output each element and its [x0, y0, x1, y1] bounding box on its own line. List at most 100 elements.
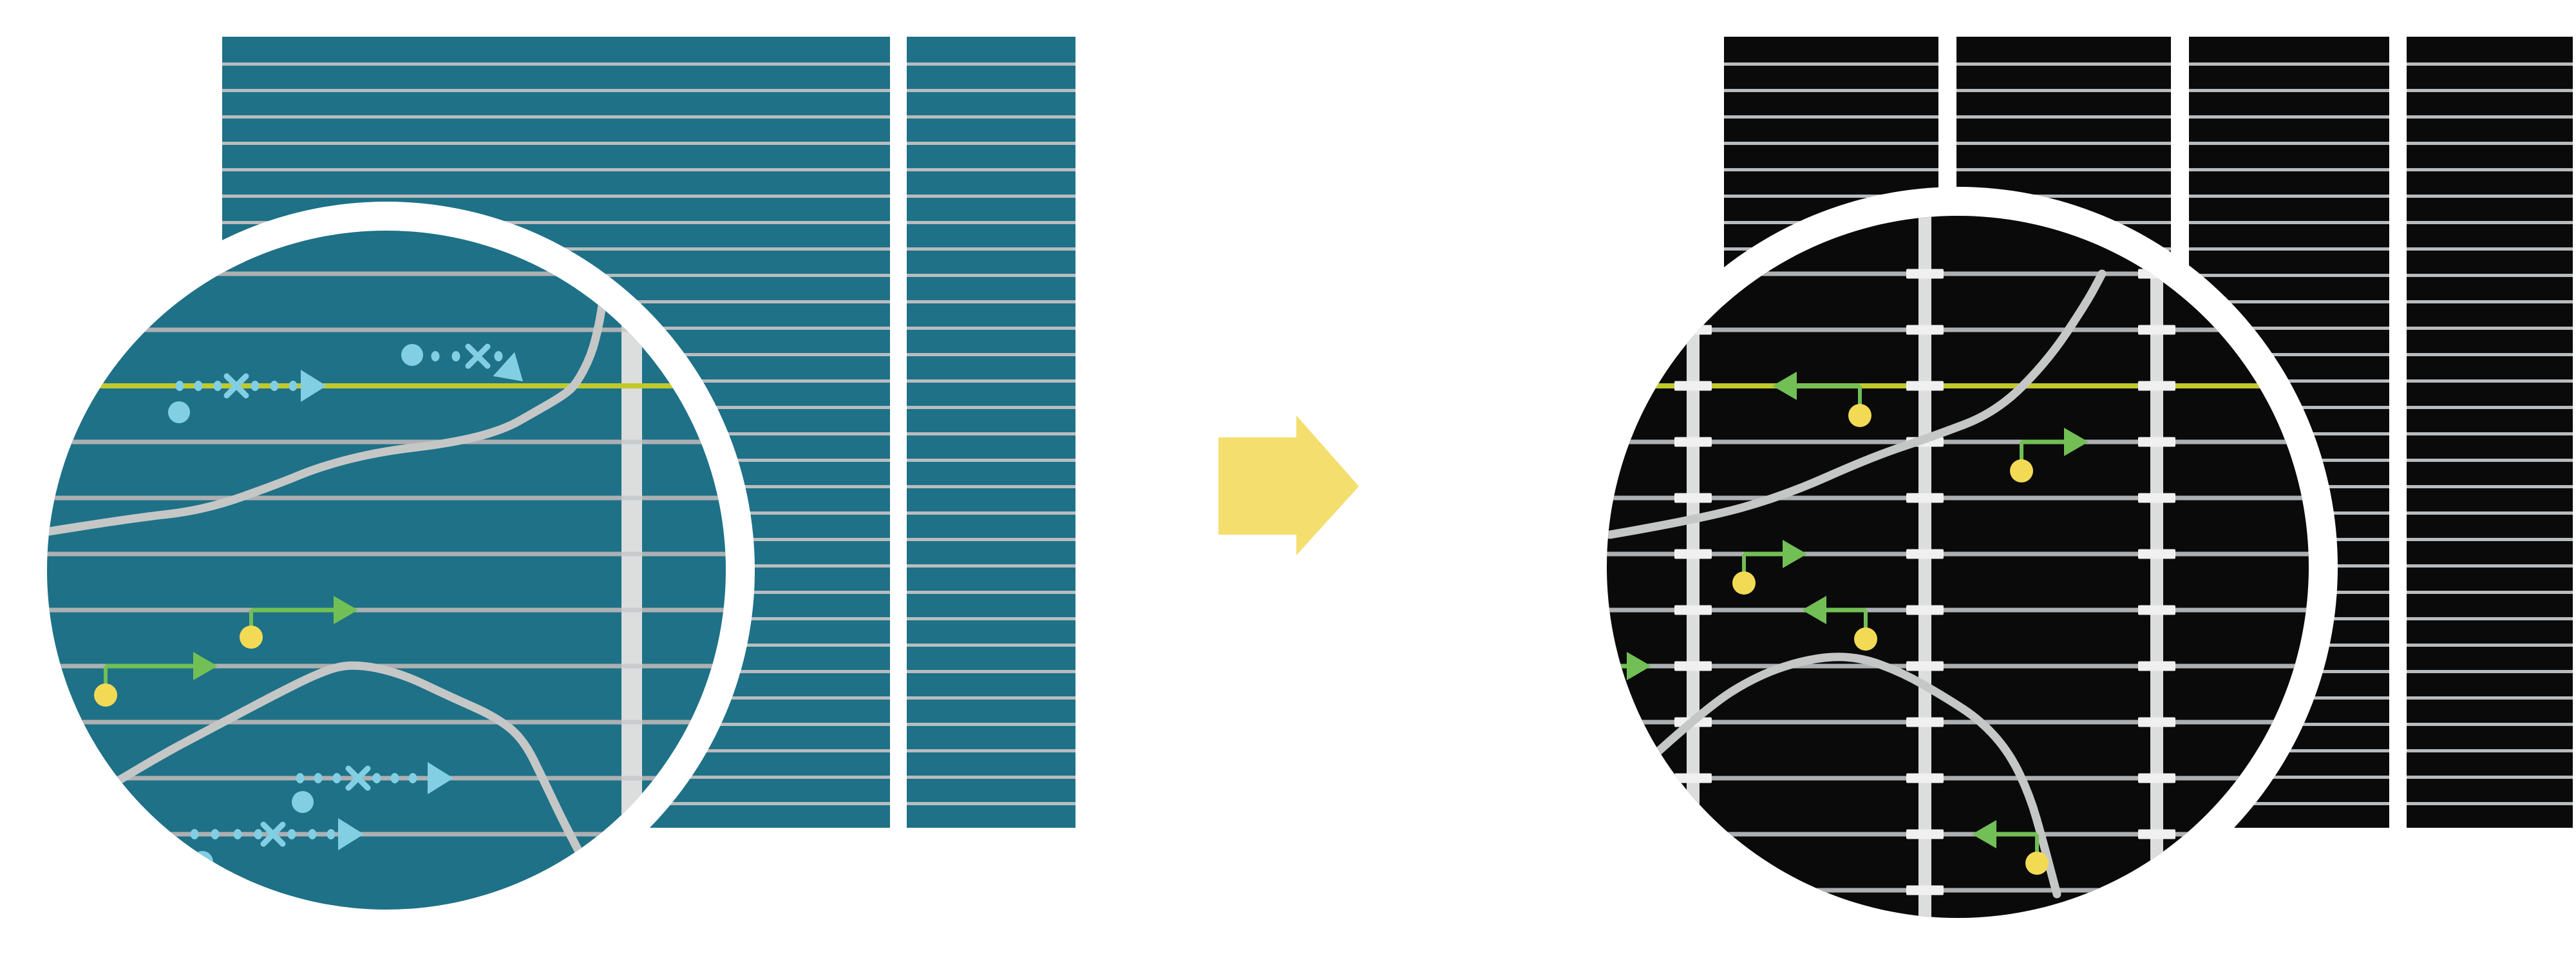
busbar-solder-pad — [2138, 773, 2175, 783]
dotted-path-arrowhead-icon — [493, 352, 523, 381]
finger-line — [1724, 89, 1938, 92]
finger-line — [2189, 62, 2389, 66]
inset-finger-line — [47, 776, 726, 781]
finger-line — [2407, 538, 2573, 541]
finger-line — [907, 221, 1075, 224]
blocked-path-x-mark — [223, 373, 249, 399]
inset-finger-line — [1607, 439, 2309, 444]
transition-arrow — [1218, 415, 1359, 555]
dotted-path-dot — [211, 829, 220, 839]
inset-finger-line — [1607, 720, 2309, 725]
charge-carrier-dot — [292, 791, 314, 813]
dotted-path-dot — [296, 773, 305, 783]
finger-line — [2189, 247, 2389, 251]
inset-finger-line — [47, 327, 726, 332]
finger-line — [1724, 62, 1938, 66]
finger-line — [2407, 300, 2573, 303]
micro-crack — [1644, 653, 2061, 899]
inset-finger-line — [1607, 551, 2309, 557]
finger-line — [907, 247, 1075, 251]
finger-line — [2407, 644, 2573, 647]
dotted-path-dot — [494, 351, 503, 361]
inset-finger-line — [47, 832, 726, 837]
finger-line — [2189, 221, 2389, 224]
busbar-solder-pad — [1906, 549, 1944, 559]
charge-carrier-dot — [168, 401, 190, 423]
finger-line — [907, 591, 1075, 594]
inset-finger-line — [1607, 832, 2309, 837]
finger-line — [907, 195, 1075, 198]
finger-line — [2189, 802, 2389, 805]
finger-line — [2189, 300, 2389, 303]
dotted-path-dot — [175, 381, 184, 391]
finger-line — [2189, 195, 2389, 198]
busbar-solder-pad — [2138, 493, 2175, 503]
finger-line — [2407, 696, 2573, 700]
finger-line — [907, 696, 1075, 700]
finger-line — [222, 195, 890, 198]
dotted-path-dot — [327, 829, 336, 839]
busbar-solder-pad — [1674, 493, 1712, 503]
busbar-finger-crossing — [621, 551, 642, 557]
finger-line — [2407, 485, 2573, 488]
right-inset-background — [1607, 216, 2309, 918]
finger-line — [907, 749, 1075, 752]
micro-crack — [47, 297, 607, 536]
left-magnifier-inset — [18, 202, 755, 939]
dotted-path-dot — [233, 829, 242, 839]
inset-busbar — [621, 231, 642, 910]
finger-line — [2189, 274, 2389, 277]
dotted-path-dot — [213, 381, 222, 391]
dotted-path-dot — [194, 381, 203, 391]
finger-line — [2407, 62, 2573, 66]
finger-line — [907, 617, 1075, 620]
finger-line — [907, 89, 1075, 92]
finger-line — [2407, 591, 2573, 594]
charge-carrier-dot — [94, 683, 117, 707]
finger-line — [907, 459, 1075, 462]
blocked-path-x-mark — [345, 765, 371, 791]
charge-carrier-dot — [2025, 852, 2049, 875]
busbar-solder-pad — [1906, 269, 1944, 279]
finger-line — [2407, 432, 2573, 435]
finger-line — [907, 327, 1075, 330]
finger-line — [1724, 168, 1938, 171]
current-path-arrowhead-icon — [1802, 596, 1826, 624]
finger-line — [2407, 723, 2573, 726]
finger-line — [1956, 115, 2171, 119]
busbar-solder-pad — [1674, 549, 1712, 559]
busbar-solder-pad — [1906, 829, 1944, 839]
busbar-solder-pad — [1674, 381, 1712, 391]
finger-line — [2407, 670, 2573, 673]
finger-line — [1956, 168, 2171, 171]
inset-busbar — [2150, 216, 2163, 918]
finger-line — [907, 564, 1075, 568]
transition-arrow-body — [1218, 437, 1296, 535]
finger-line — [907, 115, 1075, 119]
inset-busbar — [1687, 216, 1700, 918]
dotted-path-dot — [287, 829, 296, 839]
charge-carrier-dot — [401, 344, 423, 366]
finger-line — [2189, 168, 2389, 171]
finger-line — [222, 115, 890, 119]
finger-line — [2407, 247, 2573, 251]
busbar-solder-pad — [1674, 773, 1712, 783]
inset-finger-line — [1607, 888, 2309, 893]
finger-line — [2407, 564, 2573, 568]
inset-finger-line — [47, 607, 726, 613]
finger-line — [907, 142, 1075, 145]
current-path-arrowhead-icon — [193, 652, 218, 680]
dotted-path-arrowhead-icon — [301, 370, 327, 402]
busbar-solder-pad — [1674, 885, 1712, 895]
inset-finger-line — [1607, 607, 2309, 613]
dotted-path-dot — [372, 773, 381, 783]
inset-finger-line — [1607, 495, 2309, 501]
busbar-solder-pad — [1906, 381, 1944, 391]
finger-line — [2407, 379, 2573, 383]
busbar-solder-pad — [2138, 829, 2175, 839]
charge-carrier-dot — [240, 625, 263, 649]
busbar-finger-crossing — [621, 439, 642, 444]
finger-line — [2407, 776, 2573, 779]
